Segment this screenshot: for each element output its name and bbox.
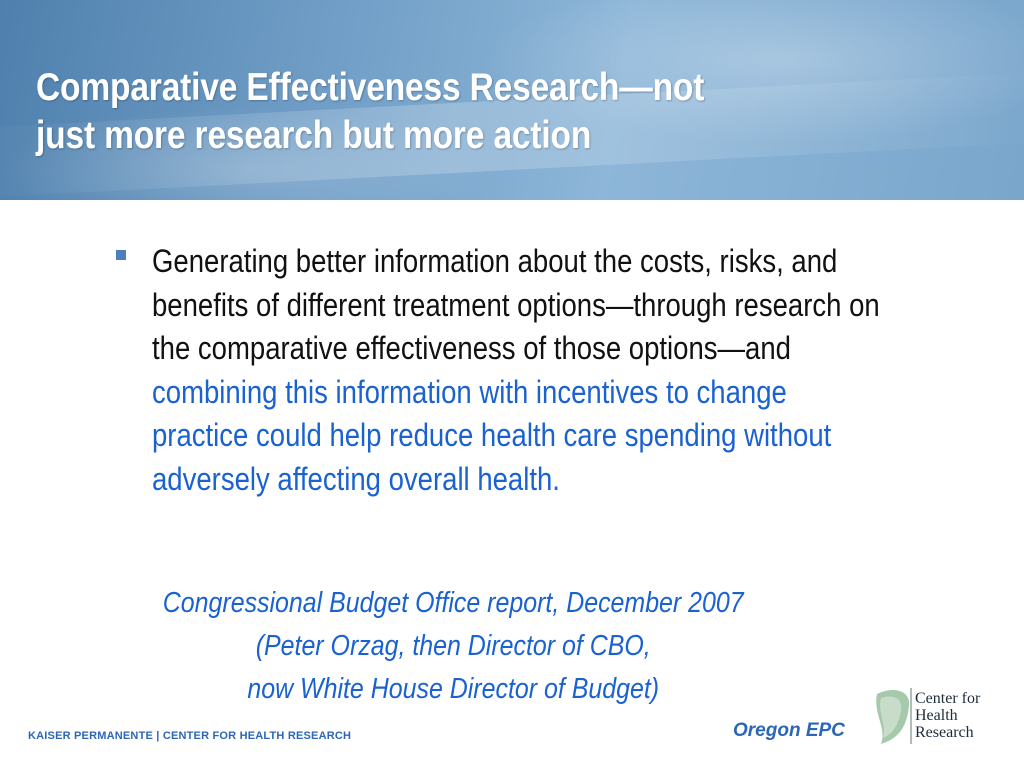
title-banner: Comparative Effectiveness Research—not j… [0, 0, 1024, 200]
bullet-item: Generating better information about the … [116, 240, 916, 501]
footer-epc-label: Oregon EPC [733, 720, 845, 741]
citation-line-3: now White House Director of Budget) [247, 673, 660, 705]
leaf-logo-icon [876, 688, 912, 744]
source-citation: Congressional Budget Office report, Dece… [0, 582, 906, 711]
bullet-text-plain: Generating better information about the … [152, 243, 880, 366]
citation-line-1: Congressional Budget Office report, Dece… [162, 587, 744, 619]
footer-organization: KAISER PERMANENTE | CENTER FOR HEALTH RE… [28, 730, 352, 742]
square-bullet-icon [116, 250, 126, 260]
logo-line-3: Research [915, 724, 974, 741]
logo-line-2: Health [915, 707, 958, 724]
slide-title: Comparative Effectiveness Research—not j… [36, 64, 810, 160]
center-for-health-research-logo: Center for Health Research [871, 684, 1021, 748]
logo-line-1: Center for [915, 690, 981, 707]
bullet-text-highlight: combining this information with incentiv… [152, 373, 832, 497]
citation-line-2: (Peter Orzag, then Director of CBO, [255, 630, 651, 662]
bullet-text: Generating better information about the … [152, 240, 883, 501]
logo-wordmark: Center for Health Research [915, 690, 980, 741]
slide-title-line-2: just more research but more action [36, 114, 592, 157]
slide-title-line-1: Comparative Effectiveness Research—not [36, 66, 705, 109]
